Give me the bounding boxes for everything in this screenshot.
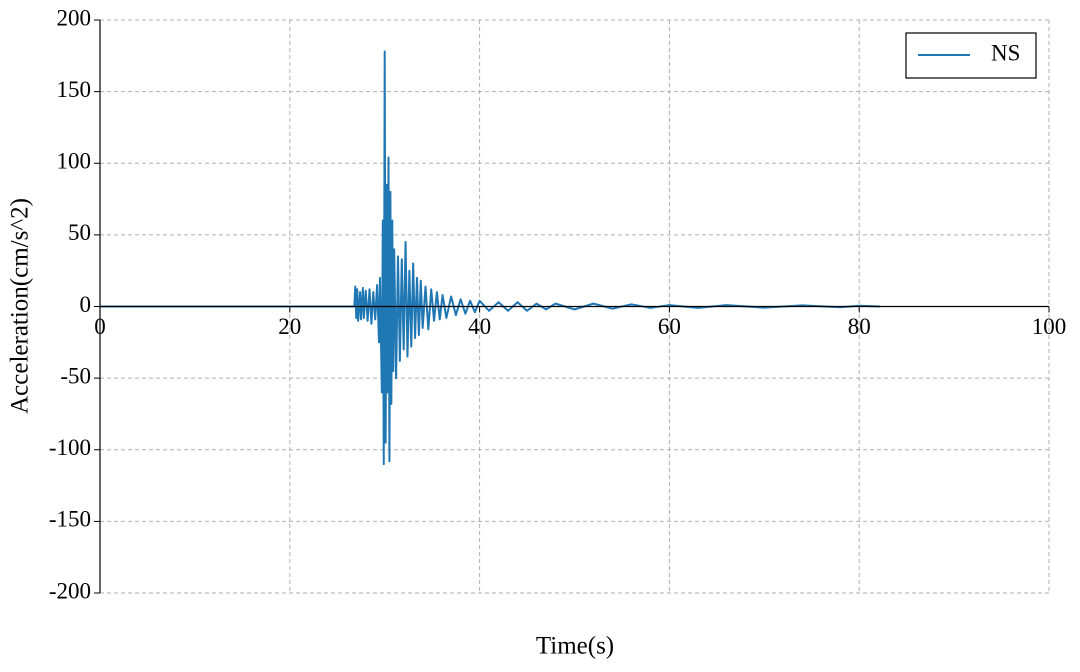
- x-tick-label: 40: [468, 314, 491, 339]
- x-axis-label: Time(s): [536, 633, 614, 660]
- y-axis-label: Acceleration(cm/s^2): [7, 198, 34, 414]
- x-tick-label: 60: [658, 314, 681, 339]
- y-tick-label: 200: [57, 5, 92, 30]
- x-tick-label: 80: [848, 314, 871, 339]
- y-tick-label: -50: [60, 363, 91, 388]
- y-tick-label: -150: [49, 507, 91, 532]
- data-line: [100, 50, 881, 466]
- y-tick-label: 0: [80, 292, 92, 317]
- y-tick-label: -100: [49, 435, 91, 460]
- y-tick-label: -200: [49, 578, 91, 603]
- y-tick-label: 100: [57, 149, 92, 174]
- x-tick-label: 20: [278, 314, 301, 339]
- y-tick-label: 50: [68, 220, 91, 245]
- x-tick-label: 100: [1032, 314, 1067, 339]
- y-tick-label: 150: [57, 77, 92, 102]
- legend-label: NS: [991, 40, 1020, 65]
